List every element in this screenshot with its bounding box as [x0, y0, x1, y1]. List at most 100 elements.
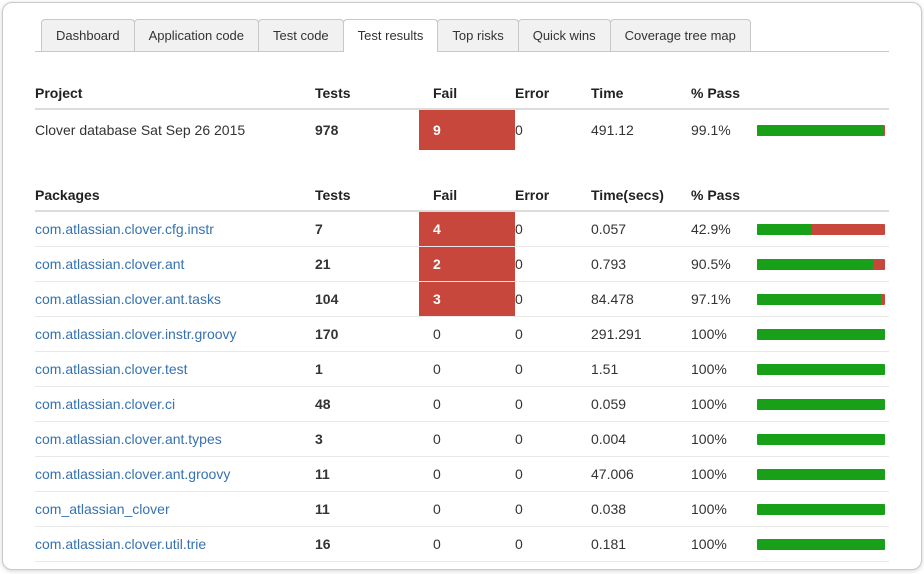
fail-badge: 2	[419, 247, 515, 281]
time-value: 84.478	[591, 291, 634, 307]
tests-value: 48	[315, 396, 331, 412]
project-pass-bar	[757, 124, 885, 136]
tests-value: 7	[315, 221, 323, 237]
table-row: com.atlassian.clover.ant 21 2 0 0.793 90…	[35, 247, 889, 282]
header-pass: % Pass	[691, 85, 741, 101]
project-table: Project Tests Fail Error Time % Pass Clo…	[35, 78, 889, 150]
fail-badge: 4	[419, 212, 515, 246]
table-row: com.atlassian.clover.test 1 0 0 1.51 100…	[35, 352, 889, 387]
package-link[interactable]: com.atlassian.clover.ant.types	[35, 431, 222, 447]
fail-value: 0	[433, 536, 441, 552]
fail-value: 0	[433, 431, 441, 447]
project-row: Clover database Sat Sep 26 2015 978 9 0 …	[35, 110, 889, 150]
header-time-secs: Time(secs)	[591, 187, 664, 203]
package-link[interactable]: com.atlassian.clover.ant.groovy	[35, 466, 231, 482]
pass-bar	[757, 293, 885, 305]
tests-value: 170	[315, 326, 339, 342]
tab-top-risks[interactable]: Top risks	[437, 19, 519, 51]
pass-pct-value: 100%	[691, 361, 727, 377]
time-value: 0.793	[591, 256, 627, 272]
pass-bar	[757, 363, 885, 375]
error-value: 0	[515, 326, 523, 342]
package-link[interactable]: com.atlassian.clover.util.trie	[35, 536, 207, 552]
packages-table-header: Packages Tests Fail Error Time(secs) % P…	[35, 180, 889, 212]
project-pass-pct: 99.1%	[691, 122, 731, 138]
tab-application-code[interactable]: Application code	[133, 19, 260, 51]
pass-bar	[757, 398, 885, 410]
pass-pct-value: 97.1%	[691, 291, 731, 307]
table-row: com.atlassian.clover.instr.groovy 170 0 …	[35, 317, 889, 352]
time-value: 1.51	[591, 361, 619, 377]
tests-value: 3	[315, 431, 323, 447]
time-value: 0.004	[591, 431, 627, 447]
tab-test-results[interactable]: Test results	[342, 19, 439, 52]
tab-coverage-tree-map[interactable]: Coverage tree map	[609, 19, 751, 51]
package-link[interactable]: com_atlassian_clover	[35, 501, 170, 517]
time-value: 47.006	[591, 466, 634, 482]
tests-value: 104	[315, 291, 339, 307]
fail-badge: 3	[419, 282, 515, 316]
error-value: 0	[515, 291, 523, 307]
pass-pct-value: 90.5%	[691, 256, 731, 272]
tests-value: 16	[315, 536, 331, 552]
tests-value: 11	[315, 501, 330, 517]
package-link[interactable]: com.atlassian.clover.ant	[35, 256, 185, 272]
table-row: com.atlassian.clover.cfg.instr 7 4 0 0.0…	[35, 212, 889, 247]
fail-value: 0	[433, 501, 441, 517]
error-value: 0	[515, 221, 523, 237]
header-project: Project	[35, 85, 83, 101]
header-error: Error	[515, 187, 550, 203]
fail-value: 0	[433, 361, 441, 377]
tests-value: 21	[315, 256, 331, 272]
fail-value: 0	[433, 466, 441, 482]
fail-value: 0	[433, 396, 441, 412]
packages-table: Packages Tests Fail Error Time(secs) % P…	[35, 180, 889, 562]
error-value: 0	[515, 256, 523, 272]
tab-bar: Dashboard Application code Test code Tes…	[35, 19, 889, 52]
time-value: 0.059	[591, 396, 627, 412]
time-value: 0.057	[591, 221, 627, 237]
project-tests: 978	[315, 122, 339, 138]
pass-bar	[757, 433, 885, 445]
pass-pct-value: 100%	[691, 431, 727, 447]
project-error: 0	[515, 122, 523, 138]
package-link[interactable]: com.atlassian.clover.instr.groovy	[35, 326, 237, 342]
tests-value: 11	[315, 466, 330, 482]
table-row: com.atlassian.clover.ant.tasks 104 3 0 8…	[35, 282, 889, 317]
time-value: 0.181	[591, 536, 627, 552]
header-error: Error	[515, 85, 550, 101]
error-value: 0	[515, 501, 523, 517]
tests-value: 1	[315, 361, 323, 377]
error-value: 0	[515, 396, 523, 412]
header-tests: Tests	[315, 187, 351, 203]
package-link[interactable]: com.atlassian.clover.cfg.instr	[35, 221, 214, 237]
time-value: 0.038	[591, 501, 627, 517]
package-link[interactable]: com.atlassian.clover.ant.tasks	[35, 291, 221, 307]
tab-quick-wins[interactable]: Quick wins	[517, 19, 611, 51]
table-row: com.atlassian.clover.util.trie 16 0 0 0.…	[35, 527, 889, 562]
project-fail-badge: 9	[419, 110, 515, 150]
tab-dashboard[interactable]: Dashboard	[41, 19, 135, 51]
header-tests: Tests	[315, 85, 351, 101]
table-row: com_atlassian_clover 11 0 0 0.038 100%	[35, 492, 889, 527]
pass-bar	[757, 503, 885, 515]
pass-pct-value: 100%	[691, 396, 727, 412]
error-value: 0	[515, 431, 523, 447]
error-value: 0	[515, 466, 523, 482]
header-fail: Fail	[433, 85, 458, 101]
pass-pct-value: 100%	[691, 536, 727, 552]
header-fail: Fail	[433, 187, 458, 203]
table-row: com.atlassian.clover.ant.groovy 11 0 0 4…	[35, 457, 889, 492]
tab-test-code[interactable]: Test code	[258, 19, 344, 51]
pass-bar	[757, 223, 885, 235]
error-value: 0	[515, 536, 523, 552]
package-link[interactable]: com.atlassian.clover.test	[35, 361, 188, 377]
package-link[interactable]: com.atlassian.clover.ci	[35, 396, 176, 412]
pass-bar	[757, 328, 885, 340]
header-pass: % Pass	[691, 187, 741, 203]
header-time: Time	[591, 85, 624, 101]
project-time: 491.12	[591, 122, 634, 138]
time-value: 291.291	[591, 326, 642, 342]
table-row: com.atlassian.clover.ci 48 0 0 0.059 100…	[35, 387, 889, 422]
